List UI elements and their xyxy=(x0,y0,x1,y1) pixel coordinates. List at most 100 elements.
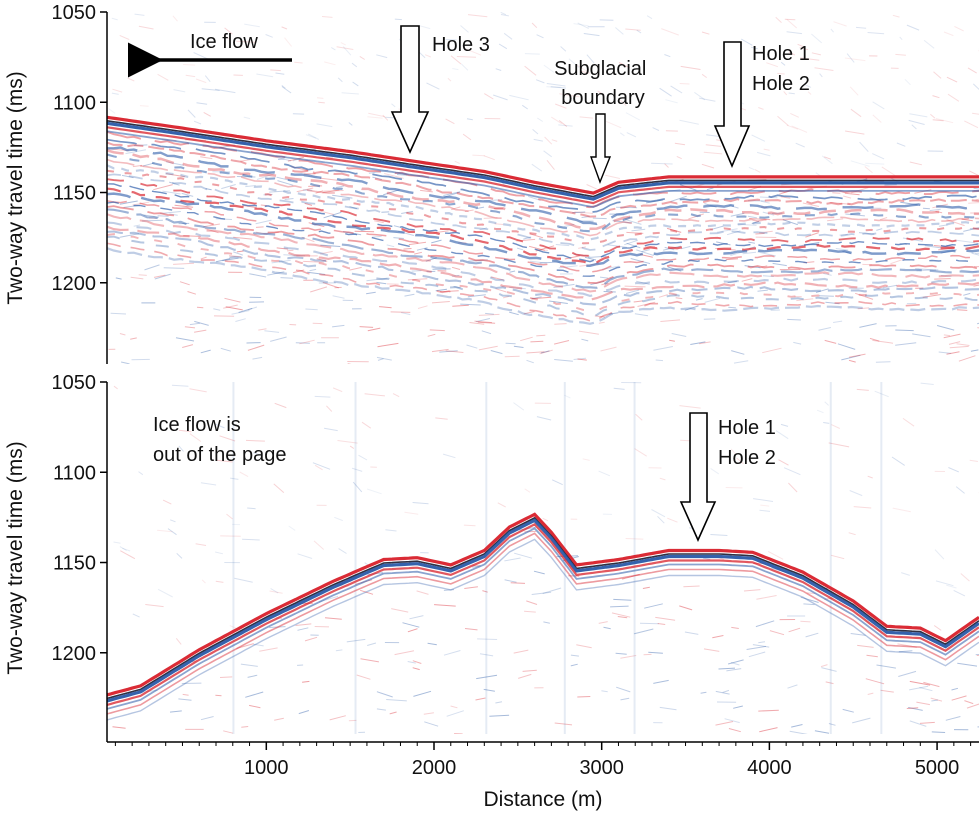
upper-noise-stroke xyxy=(319,177,338,181)
upper-noise-stroke xyxy=(407,278,428,281)
upper-noise-stroke xyxy=(747,215,757,219)
upper-noise-stroke xyxy=(603,291,616,293)
upper-noise-stroke xyxy=(393,225,402,228)
upper-noise-stroke xyxy=(755,232,765,235)
upper-noise-stroke xyxy=(800,57,820,61)
upper-noise-stroke xyxy=(797,43,804,48)
upper-reflector-band xyxy=(107,126,979,205)
lower-noise-stroke xyxy=(412,667,420,671)
lower-noise-stroke xyxy=(570,654,579,657)
upper-noise-stroke xyxy=(271,259,291,264)
upper-noise-stroke xyxy=(615,27,624,35)
upper-noise-stroke xyxy=(786,124,799,130)
lower-noise-stroke xyxy=(934,549,945,560)
ice-flow-annotation: Ice flow xyxy=(128,31,292,78)
lower-noise-stroke xyxy=(409,615,424,620)
upper-noise-stroke xyxy=(472,154,485,157)
lower-y-ticks: 1050 1100 1150 1200 xyxy=(52,372,107,665)
upper-noise-stroke xyxy=(243,116,251,120)
upper-noise-stroke xyxy=(342,231,362,236)
upper-noise-stroke xyxy=(465,48,482,56)
upper-noise-stroke xyxy=(194,329,207,333)
lower-noise-stroke xyxy=(748,651,766,658)
upper-layer-line xyxy=(107,192,979,267)
upper-noise-stroke xyxy=(577,22,589,30)
hole-1-2-lower-arrow-icon xyxy=(679,412,717,542)
upper-noise-stroke xyxy=(911,124,917,130)
upper-noise-stroke xyxy=(890,259,902,265)
upper-noise-stroke xyxy=(818,327,832,331)
upper-noise-stroke xyxy=(960,269,978,273)
upper-noise-stroke xyxy=(277,158,285,160)
upper-noise-stroke xyxy=(895,342,917,346)
lower-noise-stroke xyxy=(946,584,957,589)
upper-noise-stroke xyxy=(551,116,563,125)
upper-noise-stroke xyxy=(759,230,773,234)
lower-y-label: Two-way travel time (ms) xyxy=(4,441,27,674)
upper-noise-stroke xyxy=(867,32,885,35)
upper-noise-stroke xyxy=(699,341,711,345)
upper-layer-line xyxy=(107,205,979,284)
upper-noise-stroke xyxy=(750,46,758,50)
upper-noise-stroke xyxy=(573,23,589,27)
upper-noise-stroke xyxy=(187,109,196,118)
upper-noise-stroke xyxy=(762,347,782,354)
upper-noise-stroke xyxy=(524,53,540,55)
upper-noise-stroke xyxy=(524,65,537,76)
upper-noise-stroke xyxy=(969,170,979,177)
upper-noise-stroke xyxy=(855,26,867,29)
lower-noise-stroke xyxy=(443,589,455,591)
lower-noise-stroke xyxy=(657,515,665,524)
upper-noise-stroke xyxy=(655,359,664,362)
lower-noise-stroke xyxy=(324,427,338,432)
upper-noise-stroke xyxy=(829,202,851,205)
upper-noise-stroke xyxy=(481,330,492,335)
upper-noise-stroke xyxy=(139,105,149,107)
lower-noise-stroke xyxy=(349,445,355,449)
lower-noise-stroke xyxy=(167,528,177,536)
upper-noise-stroke xyxy=(509,94,529,101)
upper-noise-stroke xyxy=(536,334,546,337)
upper-noise-stroke xyxy=(133,224,141,227)
lower-noise-stroke xyxy=(334,516,343,522)
upper-noise-stroke xyxy=(340,42,346,46)
lower-noise-stroke xyxy=(314,395,331,398)
upper-noise-stroke xyxy=(169,181,180,186)
lower-noise-stroke xyxy=(923,681,940,688)
lower-noise-stroke xyxy=(288,525,296,531)
upper-noise-stroke xyxy=(165,173,185,178)
upper-noise-stroke xyxy=(864,166,873,174)
upper-noise-stroke xyxy=(203,223,220,228)
upper-noise-stroke xyxy=(323,190,344,192)
upper-noise-stroke xyxy=(270,69,281,72)
upper-noise-stroke xyxy=(740,38,753,46)
lower-noise-stroke xyxy=(789,730,808,734)
lower-noise-stroke xyxy=(215,580,224,583)
upper-noise-stroke xyxy=(780,61,786,66)
upper-noise-stroke xyxy=(833,320,843,323)
lower-noise-stroke xyxy=(113,541,121,544)
lower-noise-stroke xyxy=(314,464,323,471)
upper-noise-stroke xyxy=(475,318,491,323)
lower-y-tick-label: 1050 xyxy=(52,372,97,394)
upper-noise-stroke xyxy=(726,258,739,261)
upper-noise-stroke xyxy=(464,209,474,212)
lower-noise-stroke xyxy=(746,645,767,650)
upper-noise-stroke xyxy=(221,184,236,190)
upper-layer-line xyxy=(107,149,979,231)
lower-noise-stroke xyxy=(848,532,856,536)
lower-noise-stroke xyxy=(679,605,693,611)
upper-noise-stroke xyxy=(576,64,591,74)
upper-noise-stroke xyxy=(958,355,976,362)
lower-noise-stroke xyxy=(402,622,420,628)
upper-noise-stroke xyxy=(265,34,273,38)
upper-noise-stroke xyxy=(963,292,971,296)
lower-noise-stroke xyxy=(404,511,419,515)
upper-noise-stroke xyxy=(223,304,238,309)
lower-noise-stroke xyxy=(610,605,629,608)
upper-noise-stroke xyxy=(125,149,146,155)
upper-noise-stroke xyxy=(466,118,473,121)
lower-noise-stroke xyxy=(245,691,264,698)
upper-noise-stroke xyxy=(224,27,233,35)
upper-noise-stroke xyxy=(872,114,882,123)
